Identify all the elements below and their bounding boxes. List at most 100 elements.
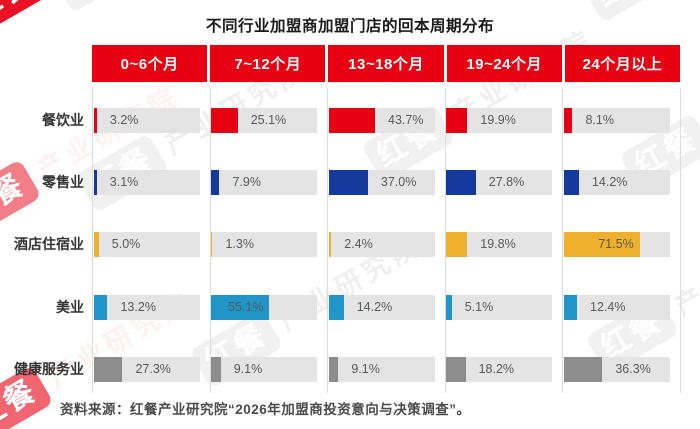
bar-value-label: 36.3% <box>615 362 651 376</box>
bar-fill <box>93 108 97 133</box>
column-separator-line <box>680 88 681 393</box>
bar-value-label: 27.3% <box>135 362 171 376</box>
bar-value-label: 37.0% <box>380 175 417 189</box>
bar-value-label: 2.4% <box>344 237 373 251</box>
bar-fill <box>563 295 578 320</box>
bar-value-label: 55.1% <box>228 300 264 314</box>
column-header: 24个月以上 <box>564 45 681 82</box>
bar-track: 9.1% <box>211 357 318 382</box>
row-label: 零售业 <box>42 174 84 190</box>
bar-fill <box>211 295 270 320</box>
bar-fill <box>93 357 123 382</box>
bar-track: 37.0% <box>328 170 435 195</box>
column-separator-line <box>444 88 446 393</box>
column-separator-line <box>92 88 93 393</box>
bar-value-label: 5.1% <box>464 300 494 314</box>
bar-fill <box>211 357 221 382</box>
bar-track: 19.8% <box>446 232 553 257</box>
column-separator-line <box>327 88 329 393</box>
bar-fill <box>328 357 339 382</box>
bar-value-label: 19.9% <box>480 113 516 127</box>
column-header: 0~6个月 <box>92 45 208 82</box>
brand-watermark: 红餐产业研究院 <box>51 0 293 14</box>
bar-fill <box>211 170 220 195</box>
brand-watermark: 红餐产业研究院 <box>361 18 603 184</box>
bar-value-label: 43.7% <box>388 113 424 127</box>
brand-watermark: 红餐产业研究院 <box>0 74 189 240</box>
bar-fill <box>563 108 573 133</box>
chart-title: 不同行业加盟商加盟门店的回本周期分布 <box>205 18 494 35</box>
bar-value-label: 14.2% <box>356 300 393 314</box>
bar-track: 7.9% <box>211 170 318 195</box>
bar-track: 1.3% <box>211 232 318 257</box>
bar-value-label: 3.2% <box>109 113 139 127</box>
bar-track: 55.1% <box>211 295 318 320</box>
source-note: 资料来源：红餐产业研究院“2026年加盟商投资意向与决策调查”。 <box>60 402 471 417</box>
bar-fill <box>446 295 452 320</box>
bar-fill <box>93 170 97 195</box>
bar-value-label: 9.1% <box>233 362 263 376</box>
bar-track: 3.2% <box>93 108 200 133</box>
row-label: 健康服务业 <box>14 361 84 377</box>
bar-track: 8.1% <box>563 108 670 133</box>
column-separator-line <box>209 88 211 393</box>
brand-logo-watermark: 红餐 <box>51 0 146 14</box>
bar-track: 13.2% <box>93 295 200 320</box>
bar-track: 2.4% <box>328 232 435 257</box>
bar-value-label: 27.8% <box>488 175 525 189</box>
column-header: 7~12个月 <box>210 45 326 82</box>
bar-track: 27.8% <box>446 170 553 195</box>
bar-value-label: 1.3% <box>225 237 254 251</box>
bar-value-label: 9.1% <box>351 362 380 376</box>
bar-fill <box>446 357 466 382</box>
bar-fill <box>211 108 238 133</box>
bar-track: 12.4% <box>563 295 670 320</box>
bar-fill <box>93 295 108 320</box>
bar-fill <box>446 170 476 195</box>
bar-fill <box>93 232 99 257</box>
bar-track: 25.1% <box>211 108 318 133</box>
bar-value-label: 18.2% <box>478 362 515 376</box>
bar-fill <box>563 170 579 195</box>
bar-fill <box>328 108 375 133</box>
row-label: 餐饮业 <box>42 112 84 128</box>
bar-fill <box>328 232 332 257</box>
bar-fill <box>446 232 468 257</box>
bar-track: 5.0% <box>93 232 200 257</box>
row-label: 酒店住宿业 <box>14 236 84 252</box>
bar-value-label: 25.1% <box>250 113 287 127</box>
bar-fill <box>211 232 213 257</box>
bar-fill <box>563 232 640 257</box>
bar-value-label: 14.2% <box>591 175 628 189</box>
bar-value-label: 5.0% <box>111 237 141 251</box>
bar-value-label: 71.5% <box>598 237 634 251</box>
bar-track: 71.5% <box>563 232 670 257</box>
bar-track: 36.3% <box>563 357 670 382</box>
column-separator-line <box>562 88 564 393</box>
bar-fill <box>446 108 468 133</box>
bar-track: 14.2% <box>563 170 670 195</box>
column-header-row: 0~6个月 7~12个月 13~18个月 19~24个月 24个月以上 <box>92 45 681 82</box>
bar-value-label: 7.9% <box>232 175 261 189</box>
column-header: 13~18个月 <box>328 45 444 82</box>
bar-track: 5.1% <box>446 295 553 320</box>
bar-track: 14.2% <box>328 295 435 320</box>
brand-text-watermark: 产业研究院 <box>669 215 700 322</box>
bar-value-label: 8.1% <box>585 113 614 127</box>
bar-fill <box>563 357 603 382</box>
bar-fill <box>328 295 344 320</box>
bar-value-label: 3.1% <box>109 175 139 189</box>
bar-track: 27.3% <box>93 357 200 382</box>
bar-track: 43.7% <box>328 108 435 133</box>
bar-track: 3.1% <box>93 170 200 195</box>
row-label: 美业 <box>56 299 84 315</box>
column-header: 19~24个月 <box>446 45 562 82</box>
bar-value-label: 12.4% <box>590 300 626 314</box>
bar-track: 18.2% <box>446 357 553 382</box>
bar-track: 19.9% <box>446 108 553 133</box>
bar-value-label: 19.8% <box>480 237 516 251</box>
bar-fill <box>328 170 368 195</box>
bar-track: 9.1% <box>328 357 435 382</box>
bar-value-label: 13.2% <box>120 300 156 314</box>
